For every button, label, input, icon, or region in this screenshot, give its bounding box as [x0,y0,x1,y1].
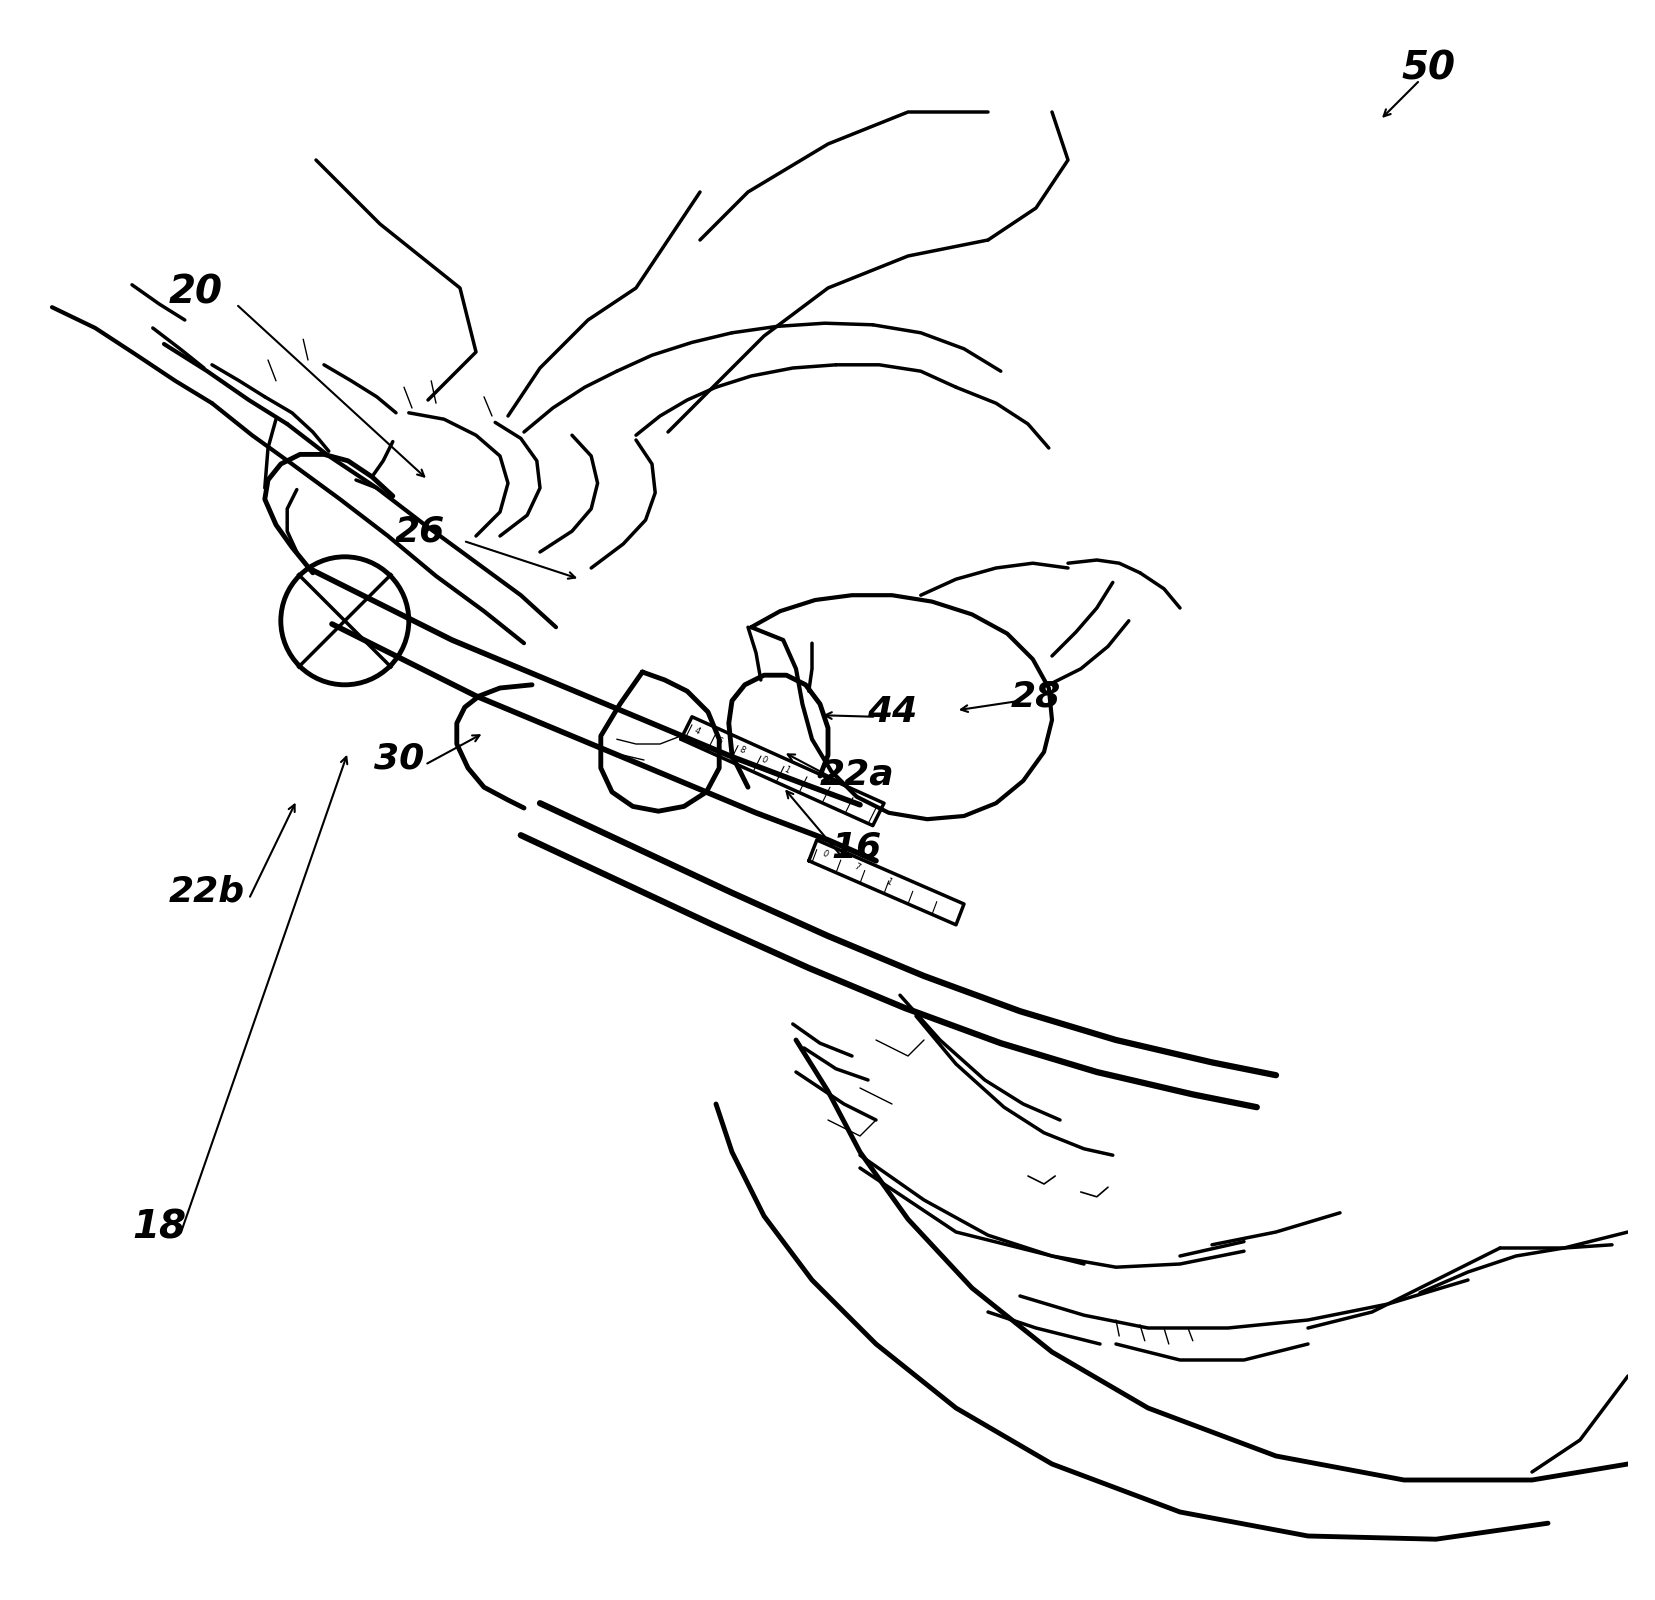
Text: 26: 26 [394,514,445,549]
Text: 30: 30 [374,741,424,776]
Text: 50: 50 [1400,50,1455,88]
Text: 6: 6 [715,736,723,746]
Text: 8: 8 [736,746,746,755]
Text: 4: 4 [692,726,700,736]
Text: 7: 7 [852,862,861,872]
Text: 16: 16 [831,830,882,866]
Text: 20: 20 [169,274,223,312]
Text: 22a: 22a [819,757,894,792]
Text: 18: 18 [132,1208,185,1246]
Text: 1: 1 [781,765,791,774]
Text: 44: 44 [866,694,917,730]
Text: 0: 0 [819,850,829,859]
Text: 1: 1 [884,877,892,886]
Text: 22b: 22b [169,874,245,909]
Text: 0: 0 [760,755,768,765]
Text: 28: 28 [1010,678,1061,714]
